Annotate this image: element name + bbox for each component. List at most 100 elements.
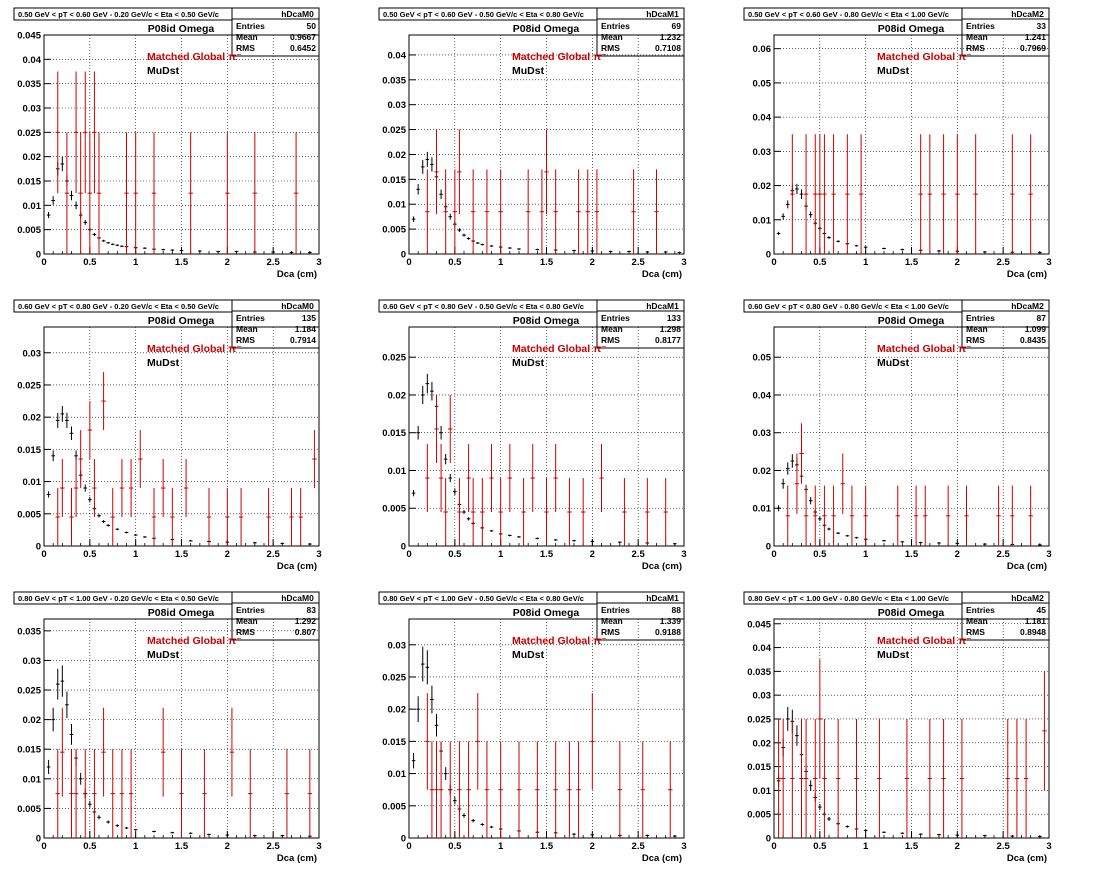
stats-key-rms: RMS (236, 627, 255, 637)
panel-title: P08id Omega (513, 23, 580, 35)
stats-value-mean: 1.292 (295, 616, 317, 626)
series-matched-global (55, 372, 317, 546)
y-tick-label: 0.01 (753, 786, 772, 797)
stats-key-rms: RMS (966, 627, 985, 637)
x-tick-label: 1.5 (175, 549, 189, 560)
range-label: 0.80 GeV < pT < 1.00 GeV - 0.20 GeV/c < … (18, 594, 219, 603)
y-tick-label: 0.06 (753, 44, 772, 55)
legend-mudst: MuDst (877, 65, 910, 77)
x-tick-label: 0.5 (83, 257, 97, 268)
stats-hist-name: hDcaM2 (1011, 301, 1044, 311)
stats-box: hDcaM0 Entries 135 Mean 1.184 RMS 0.7914 (231, 299, 320, 349)
stats-key-entries: Entries (236, 21, 265, 31)
x-tick-label: 0 (406, 549, 411, 560)
y-tick-label: 0.04 (753, 390, 772, 401)
series-mudst (776, 183, 1042, 254)
stats-value-mean: 1.099 (1025, 324, 1047, 334)
y-tick-label: 0.01 (753, 215, 772, 226)
x-axis-label: Dca (cm) (642, 561, 682, 572)
y-tick-label: 0.01 (23, 201, 42, 212)
stats-value-rms: 0.8435 (1020, 335, 1046, 345)
stats-key-rms: RMS (601, 43, 620, 53)
y-tick-label: 0.01 (388, 769, 407, 780)
series-matched-global (55, 71, 299, 254)
legend-mudst: MuDst (877, 649, 910, 661)
stats-value-entries: 83 (307, 605, 317, 615)
x-tick-label: 2.5 (267, 841, 281, 852)
stats-key-mean: Mean (236, 324, 258, 334)
x-axis-label: Dca (cm) (1007, 853, 1047, 864)
x-tick-label: 2 (590, 841, 595, 852)
stats-value-mean: 1.184 (295, 324, 317, 334)
y-tick-label: 0.025 (17, 380, 41, 391)
x-axis: 0 0.5 1 1.5 2 2.5 3 (406, 247, 687, 268)
x-tick-label: 3 (1046, 257, 1051, 268)
x-tick-label: 0.5 (813, 841, 827, 852)
legend: Matched Global π⁻ MuDst (877, 343, 972, 369)
x-tick-label: 2 (955, 549, 960, 560)
x-axis-label: Dca (cm) (642, 853, 682, 864)
y-tick-label: 0.02 (23, 152, 42, 163)
stats-key-mean: Mean (236, 32, 258, 42)
x-tick-label: 3 (316, 549, 321, 560)
y-axis: 0 0.005 0.01 0.015 0.02 0.025 0.03 0.035 (17, 626, 51, 845)
x-tick-label: 1.5 (175, 257, 189, 268)
stats-key-rms: RMS (236, 43, 255, 53)
legend-matched-global: Matched Global π⁻ (512, 635, 607, 647)
series-matched-global (425, 693, 673, 838)
stats-key-rms: RMS (966, 335, 985, 345)
x-axis-label: Dca (cm) (1007, 561, 1047, 572)
x-tick-label: 0.5 (448, 549, 462, 560)
stats-key-rms: RMS (601, 627, 620, 637)
x-tick-label: 1.5 (540, 549, 554, 560)
x-tick-label: 2.5 (997, 257, 1011, 268)
x-tick-label: 3 (316, 841, 321, 852)
histogram-panel-3: 0.50 GeV < pT < 0.60 GeV - 0.80 GeV/c < … (743, 7, 1052, 280)
panel-title: P08id Omega (513, 315, 580, 327)
x-tick-label: 0 (771, 549, 776, 560)
y-tick-label: 0 (766, 250, 771, 261)
panel-title: P08id Omega (148, 607, 215, 619)
y-tick-label: 0.035 (747, 667, 771, 678)
y-tick-label: 0.02 (388, 390, 407, 401)
histogram-panel-5: 0.60 GeV < pT < 0.80 GeV - 0.50 GeV/c < … (378, 299, 687, 572)
histogram-panel-1: 0.50 GeV < pT < 0.60 GeV - 0.20 GeV/c < … (13, 7, 322, 280)
x-axis: 0 0.5 1 1.5 2 2.5 3 (771, 247, 1052, 268)
y-tick-label: 0.01 (388, 200, 407, 211)
x-tick-label: 1 (498, 257, 504, 268)
series-matched-global (55, 707, 313, 838)
y-tick-label: 0.01 (753, 504, 772, 515)
x-axis-label: Dca (cm) (277, 561, 317, 572)
panel-title: P08id Omega (513, 607, 580, 619)
legend: Matched Global π⁻ MuDst (512, 635, 607, 661)
y-tick-label: 0.05 (753, 353, 772, 364)
y-tick-label: 0.005 (17, 509, 41, 520)
stats-key-entries: Entries (236, 605, 265, 615)
y-tick-label: 0.03 (23, 104, 42, 115)
x-tick-label: 1 (133, 549, 139, 560)
y-tick-label: 0.005 (747, 810, 771, 821)
y-tick-label: 0.025 (17, 686, 41, 697)
y-axis: 0 0.005 0.01 0.015 0.02 0.025 0.03 0.035 0.04 (382, 50, 416, 261)
range-label-box: 0.80 GeV < pT < 1.00 GeV - 0.50 GeV/c < … (378, 591, 648, 605)
x-tick-label: 3 (1046, 841, 1051, 852)
x-tick-label: 0 (41, 257, 46, 268)
stats-box: hDcaM2 Entries 33 Mean 1.241 RMS 0.7969 (961, 7, 1050, 57)
legend-mudst: MuDst (512, 649, 545, 661)
x-axis-label: Dca (cm) (642, 269, 682, 280)
x-tick-label: 1 (133, 257, 139, 268)
y-tick-label: 0.03 (388, 100, 407, 111)
histogram-panel-8: 0.80 GeV < pT < 1.00 GeV - 0.50 GeV/c < … (378, 591, 687, 864)
x-axis-label: Dca (cm) (1007, 269, 1047, 280)
y-tick-label: 0.015 (382, 737, 406, 748)
stats-value-entries: 69 (672, 21, 682, 31)
y-tick-label: 0 (36, 542, 41, 553)
stats-value-entries: 87 (1037, 313, 1047, 323)
x-tick-label: 1.5 (905, 549, 919, 560)
y-tick-label: 0.025 (382, 672, 406, 683)
stats-value-mean: 0.9667 (290, 32, 316, 42)
x-tick-label: 2 (225, 549, 230, 560)
y-tick-label: 0 (401, 250, 406, 261)
range-label: 0.80 GeV < pT < 1.00 GeV - 0.80 GeV/c < … (748, 594, 949, 603)
x-tick-label: 2.5 (267, 549, 281, 560)
